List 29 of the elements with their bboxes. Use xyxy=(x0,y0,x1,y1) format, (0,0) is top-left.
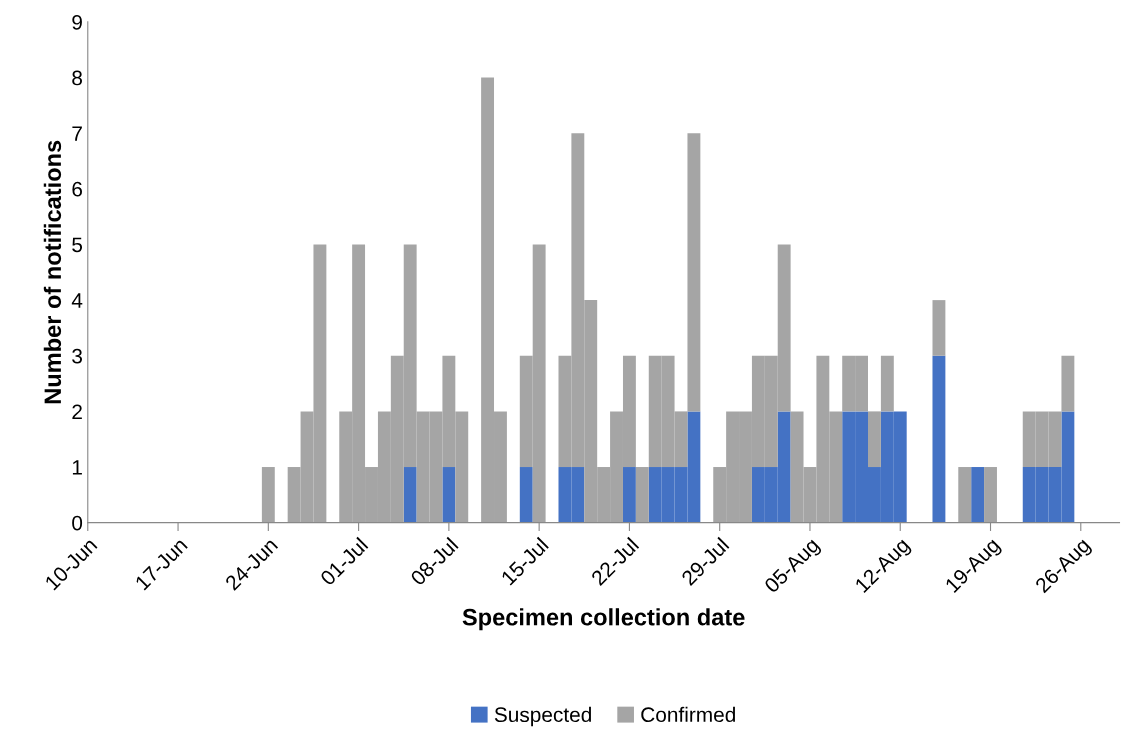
y-tick-label: 1 xyxy=(72,460,82,475)
legend-label: Suspected xyxy=(494,706,591,727)
bar xyxy=(519,467,533,523)
y-tick-label: 0 xyxy=(72,515,83,531)
bar xyxy=(880,355,894,412)
bar xyxy=(932,355,946,523)
y-tick-label: 5 xyxy=(72,237,83,253)
y-tick-label: 7 xyxy=(72,126,82,141)
bar xyxy=(622,467,636,523)
bar xyxy=(868,411,881,468)
legend-label: Confirmed xyxy=(641,706,735,723)
y-tick-label: 8 xyxy=(72,70,83,86)
bar xyxy=(442,467,456,523)
bar xyxy=(971,467,985,523)
bar xyxy=(958,467,972,523)
bar xyxy=(635,467,649,523)
y-tick-label: 3 xyxy=(72,348,82,364)
y-axis-title: Number of notifications xyxy=(43,140,62,404)
y-tick-label: 9 xyxy=(72,14,82,30)
bar xyxy=(403,467,417,523)
bar xyxy=(1061,355,1075,412)
x-axis-title: Specimen collection date xyxy=(462,608,745,631)
bar xyxy=(932,300,946,356)
y-tick-label: 6 xyxy=(72,181,82,197)
bar xyxy=(687,133,701,412)
y-tick-label: 2 xyxy=(72,404,82,419)
y-tick-label: 4 xyxy=(71,293,83,308)
bar xyxy=(984,467,997,523)
bar xyxy=(261,467,275,523)
